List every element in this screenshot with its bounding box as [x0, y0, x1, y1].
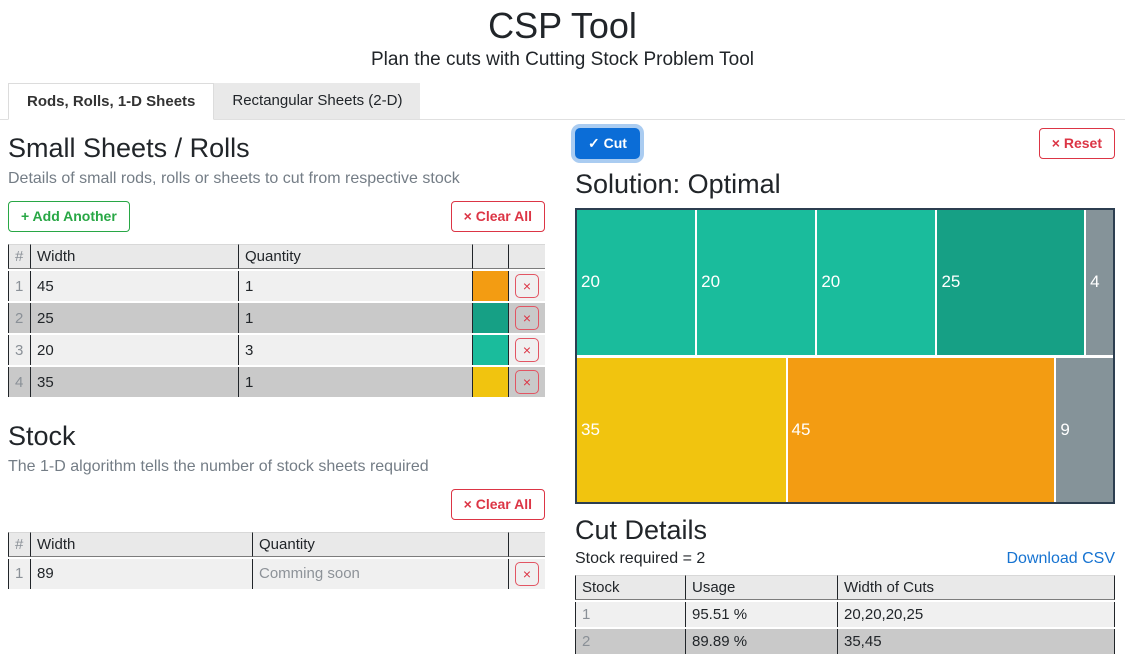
main-content: Small Sheets / Rolls Details of small ro…	[0, 120, 1125, 656]
table-row: 2 25 1 ×	[8, 303, 545, 334]
table-row: 1 45 1 ×	[8, 271, 545, 302]
table-row: 1 95.51 % 20,20,20,25	[575, 602, 1115, 628]
row-number: 1	[8, 271, 30, 302]
row-actions: ×	[509, 303, 545, 334]
cut-segment: 45	[787, 357, 1055, 503]
column-header-num: #	[8, 531, 30, 557]
row-number: 3	[8, 335, 30, 366]
table-row: 4 35 1 ×	[8, 367, 545, 398]
table-row: 1 89 Comming soon ×	[8, 558, 545, 589]
stock-header-row: # Width Quantity	[8, 531, 545, 557]
stock-quantity-field[interactable]: Comming soon	[252, 558, 509, 589]
row-number: 4	[8, 367, 30, 398]
app-header: CSP Tool Plan the cuts with Cutting Stoc…	[0, 0, 1125, 71]
column-header-quantity: Quantity	[238, 244, 472, 270]
quantity-field[interactable]: 1	[238, 303, 472, 334]
cuts-list: 20,20,20,25	[837, 602, 1115, 628]
small-sheets-header-row: # Width Quantity	[8, 244, 545, 270]
small-sheets-clear-all-button[interactable]: × Clear All	[450, 201, 545, 233]
delete-row-button[interactable]: ×	[515, 306, 539, 331]
waste-segment: 9	[1056, 357, 1113, 503]
cutting-layout-chart: 20 20 20 25 4 35 45 9	[575, 208, 1115, 505]
reset-button[interactable]: × Reset	[1038, 128, 1115, 160]
page-subtitle: Plan the cuts with Cutting Stock Problem…	[370, 49, 754, 71]
column-header-actions	[509, 244, 545, 270]
column-header-width: Width	[30, 244, 238, 270]
color-swatch	[472, 303, 509, 334]
cut-details-table: Stock Usage Width of Cuts 1 95.51 % 20,2…	[575, 573, 1115, 656]
delete-row-button[interactable]: ×	[515, 274, 539, 299]
delete-row-button[interactable]: ×	[515, 370, 539, 395]
stock-required-text: Stock required = 2	[575, 550, 706, 568]
column-header-usage: Usage	[685, 575, 837, 601]
cut-details-header-row: Stock Usage Width of Cuts	[575, 575, 1115, 601]
small-sheets-toolbar: + Add Another × Clear All	[8, 201, 545, 233]
column-header-actions	[509, 531, 545, 557]
row-actions: ×	[509, 367, 545, 398]
download-csv-link[interactable]: Download CSV	[1006, 550, 1116, 568]
cut-segment: 35	[577, 357, 786, 503]
delete-row-button[interactable]: ×	[515, 338, 539, 363]
stock-number: 1	[575, 602, 685, 628]
column-header-stock: Stock	[575, 575, 685, 601]
stock-row: 35 45 9	[577, 357, 1113, 503]
usage-value: 89.89 %	[685, 629, 837, 655]
solution-toolbar: ✓ Cut × Reset	[575, 128, 1115, 160]
width-field[interactable]: 45	[30, 271, 238, 302]
column-header-width: Width	[30, 531, 252, 557]
tab-rods-rolls-1d[interactable]: Rods, Rolls, 1-D Sheets	[8, 83, 215, 121]
tab-rectangular-2d[interactable]: Rectangular Sheets (2-D)	[214, 83, 421, 120]
small-sheets-heading: Small Sheets / Rolls	[8, 133, 250, 164]
stock-heading: Stock	[8, 421, 76, 452]
cut-details-stats: Stock required = 2 Download CSV	[575, 550, 1115, 568]
quantity-field[interactable]: 1	[238, 271, 472, 302]
solution-panel: ✓ Cut × Reset Solution: Optimal 20 20 20 25…	[575, 120, 1115, 656]
row-actions: ×	[509, 271, 545, 302]
cut-segment: 20	[577, 210, 696, 355]
column-header-width-of-cuts: Width of Cuts	[837, 575, 1115, 601]
solution-heading: Solution: Optimal	[575, 169, 781, 200]
tab-bar: Rods, Rolls, 1-D Sheets Rectangular Shee…	[0, 83, 1125, 121]
usage-value: 95.51 %	[685, 602, 837, 628]
stock-row: 20 20 20 25 4	[577, 210, 1113, 355]
stock-number: 2	[575, 629, 685, 655]
color-swatch	[472, 335, 509, 366]
waste-segment: 4	[1086, 210, 1113, 355]
stock-table: # Width Quantity 1 89 Comming soon ×	[8, 530, 545, 591]
delete-row-button[interactable]: ×	[515, 561, 539, 586]
cuts-list: 35,45	[837, 629, 1115, 655]
width-field[interactable]: 25	[30, 303, 238, 334]
row-actions: ×	[509, 558, 545, 589]
quantity-field[interactable]: 1	[238, 367, 472, 398]
table-row: 3 20 3 ×	[8, 335, 545, 366]
page-title: CSP Tool	[488, 5, 637, 46]
small-sheets-table: # Width Quantity 1 45 1 × 2 25	[8, 242, 545, 399]
column-header-color	[472, 244, 509, 270]
table-row: 2 89.89 % 35,45	[575, 629, 1115, 655]
row-actions: ×	[509, 335, 545, 366]
width-field[interactable]: 20	[30, 335, 238, 366]
cut-segment: 20	[817, 210, 936, 355]
color-swatch	[472, 271, 509, 302]
row-number: 1	[8, 558, 30, 589]
color-swatch	[472, 367, 509, 398]
small-sheets-description: Details of small rods, rolls or sheets t…	[8, 170, 460, 188]
cut-details-heading: Cut Details	[575, 515, 708, 546]
cut-segment: 20	[697, 210, 816, 355]
width-field[interactable]: 35	[30, 367, 238, 398]
stock-clear-all-button[interactable]: × Clear All	[450, 489, 545, 520]
column-header-num: #	[8, 244, 30, 270]
column-header-quantity: Quantity	[252, 531, 509, 557]
row-number: 2	[8, 303, 30, 334]
cut-button[interactable]: ✓ Cut	[575, 128, 640, 160]
input-panel: Small Sheets / Rolls Details of small ro…	[8, 120, 545, 656]
stock-description: The 1-D algorithm tells the number of st…	[8, 458, 429, 476]
cut-segment: 25	[937, 210, 1085, 355]
add-another-button[interactable]: + Add Another	[8, 201, 130, 233]
stock-toolbar: × Clear All	[8, 489, 545, 520]
quantity-field[interactable]: 3	[238, 335, 472, 366]
stock-width-field[interactable]: 89	[30, 558, 252, 589]
